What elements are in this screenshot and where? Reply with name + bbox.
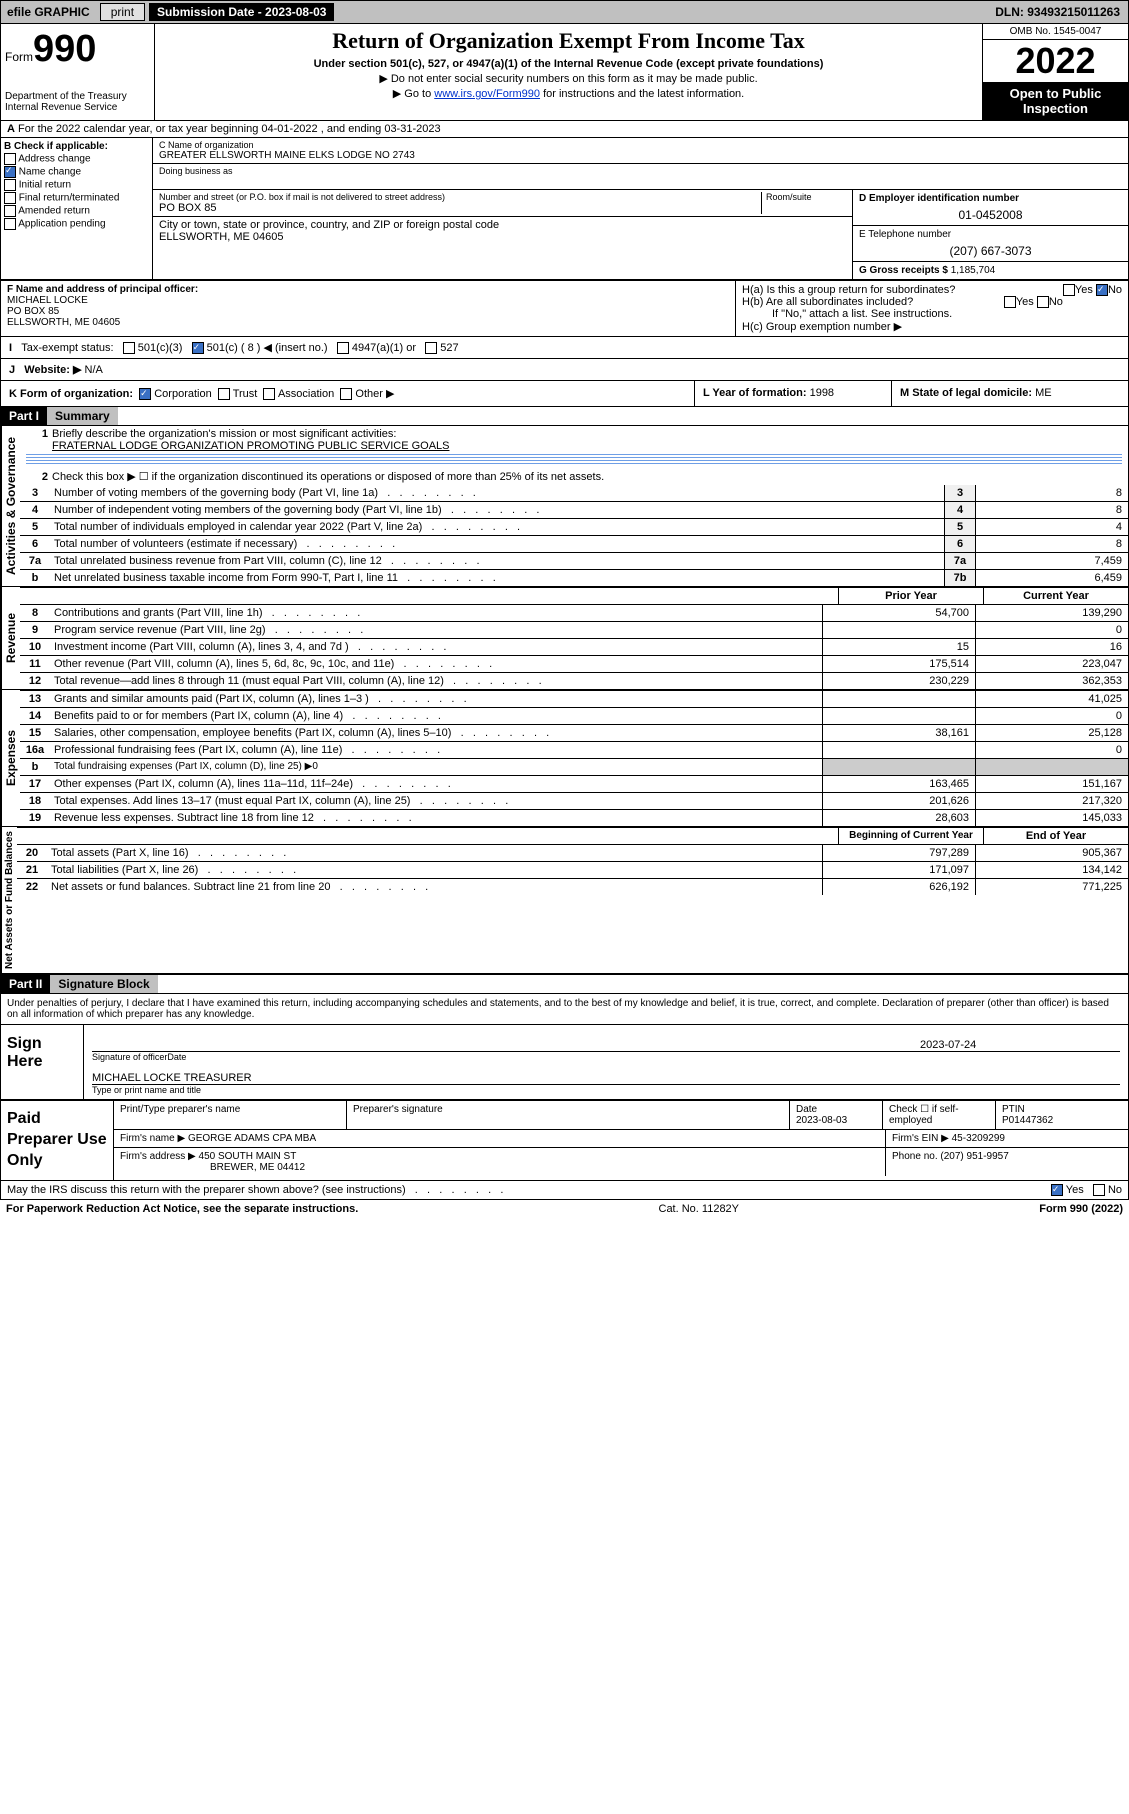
- org-form-row: K Form of organization: Corporation Trus…: [0, 381, 1129, 407]
- city-state-zip: ELLSWORTH, ME 04605: [159, 231, 846, 243]
- dept-label: Department of the Treasury Internal Reve…: [5, 91, 150, 113]
- data-row: 22Net assets or fund balances. Subtract …: [17, 878, 1128, 895]
- data-row: 18Total expenses. Add lines 13–17 (must …: [20, 792, 1128, 809]
- tax-status-row: I Tax-exempt status: 501(c)(3) 501(c) ( …: [0, 337, 1129, 359]
- data-row: bTotal fundraising expenses (Part IX, co…: [20, 758, 1128, 775]
- discuss-yes-check: [1051, 1184, 1063, 1196]
- data-row: 13Grants and similar amounts paid (Part …: [20, 690, 1128, 707]
- data-row: 9Program service revenue (Part VIII, lin…: [20, 621, 1128, 638]
- data-row: 21Total liabilities (Part X, line 26)171…: [17, 861, 1128, 878]
- gross-receipts: 1,185,704: [951, 265, 996, 276]
- omb-number: OMB No. 1545-0047: [983, 24, 1128, 40]
- form-title: Return of Organization Exempt From Incom…: [159, 28, 978, 54]
- part-ii-tag: Part II: [1, 975, 50, 993]
- print-button[interactable]: print: [100, 3, 145, 21]
- subtitle-1: Under section 501(c), 527, or 4947(a)(1)…: [159, 58, 978, 70]
- data-row: 16aProfessional fundraising fees (Part I…: [20, 741, 1128, 758]
- data-row: 17Other expenses (Part IX, column (A), l…: [20, 775, 1128, 792]
- data-row: 15Salaries, other compensation, employee…: [20, 724, 1128, 741]
- subtitle-3: ▶ Go to www.irs.gov/Form990 for instruct…: [159, 87, 978, 100]
- irs-link[interactable]: www.irs.gov/Form990: [434, 88, 540, 100]
- data-row: 20Total assets (Part X, line 16)797,2899…: [17, 844, 1128, 861]
- subtitle-2: ▶ Do not enter social security numbers o…: [159, 72, 978, 85]
- identity-block: B Check if applicable: Address change Na…: [0, 138, 1129, 280]
- gov-row: 3Number of voting members of the governi…: [20, 485, 1128, 501]
- website-row: J Website: ▶ N/A: [0, 359, 1129, 381]
- group-return-no: [1096, 284, 1108, 296]
- gov-row: bNet unrelated business taxable income f…: [20, 569, 1128, 586]
- officer-block: F Name and address of principal officer:…: [0, 280, 1129, 337]
- firm-name: GEORGE ADAMS CPA MBA: [188, 1133, 316, 1144]
- data-row: 14Benefits paid to or for members (Part …: [20, 707, 1128, 724]
- revenue-section: Revenue Prior YearCurrent Year 8Contribu…: [0, 587, 1129, 690]
- telephone: (207) 667-3073: [859, 244, 1122, 258]
- name-change-check: [4, 166, 16, 178]
- efile-label: efile GRAPHIC: [1, 3, 96, 21]
- part-i-tag: Part I: [1, 407, 47, 425]
- tax-year: 2022: [983, 40, 1128, 82]
- period-line: A For the 2022 calendar year, or tax yea…: [0, 121, 1129, 138]
- page-footer: For Paperwork Reduction Act Notice, see …: [0, 1200, 1129, 1218]
- ptin: P01447362: [1002, 1115, 1053, 1126]
- gov-row: 7aTotal unrelated business revenue from …: [20, 552, 1128, 569]
- data-row: 19Revenue less expenses. Subtract line 1…: [20, 809, 1128, 826]
- signature-block: Under penalties of perjury, I declare th…: [0, 994, 1129, 1199]
- org-name: GREATER ELLSWORTH MAINE ELKS LODGE NO 27…: [159, 150, 1122, 161]
- form-header: Form990 Department of the Treasury Inter…: [0, 24, 1129, 121]
- box-b: B Check if applicable: Address change Na…: [1, 138, 153, 279]
- expenses-section: Expenses 13Grants and similar amounts pa…: [0, 690, 1129, 827]
- officer-name: MICHAEL LOCKE TREASURER: [92, 1072, 1120, 1084]
- dln-label: DLN: 93493215011263: [987, 3, 1128, 21]
- data-row: 11Other revenue (Part VIII, column (A), …: [20, 655, 1128, 672]
- top-bar: efile GRAPHIC print Submission Date - 20…: [0, 0, 1129, 24]
- submission-date: Submission Date - 2023-08-03: [149, 3, 334, 21]
- gov-row: 5Total number of individuals employed in…: [20, 518, 1128, 535]
- data-row: 8Contributions and grants (Part VIII, li…: [20, 604, 1128, 621]
- status-501c-check: [192, 342, 204, 354]
- activities-governance: Activities & Governance 1Briefly describ…: [0, 426, 1129, 587]
- ein: 01-0452008: [859, 208, 1122, 222]
- street-address: PO BOX 85: [159, 202, 761, 214]
- data-row: 10Investment income (Part VIII, column (…: [20, 638, 1128, 655]
- net-assets-section: Net Assets or Fund Balances Beginning of…: [0, 827, 1129, 974]
- corporation-check: [139, 388, 151, 400]
- open-public: Open to Public Inspection: [983, 82, 1128, 120]
- gov-row: 6Total number of volunteers (estimate if…: [20, 535, 1128, 552]
- mission: FRATERNAL LODGE ORGANIZATION PROMOTING P…: [26, 440, 450, 452]
- data-row: 12Total revenue—add lines 8 through 11 (…: [20, 672, 1128, 689]
- gov-row: 4Number of independent voting members of…: [20, 501, 1128, 518]
- form-number: Form990: [5, 28, 150, 71]
